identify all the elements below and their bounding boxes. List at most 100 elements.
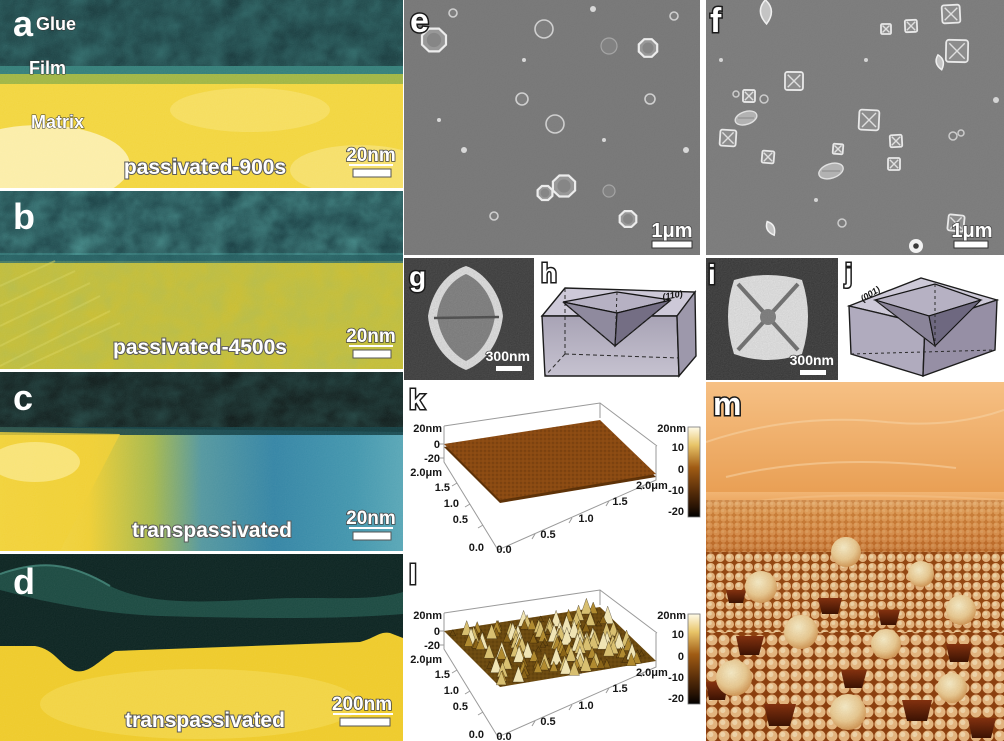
svg-text:10: 10 <box>672 442 684 454</box>
panel-letter: k <box>409 384 425 415</box>
svg-text:-10: -10 <box>668 485 684 497</box>
scale-bar <box>352 349 392 359</box>
panel-b-tem-passivated-4500s: passivated-4500s 20nm b <box>0 191 403 369</box>
panel-c-image: transpassivated 20nm c <box>0 372 403 551</box>
caption: transpassivated <box>132 519 292 542</box>
svg-text:1.5: 1.5 <box>435 482 450 494</box>
scale-bar-label: 1μm <box>651 220 692 242</box>
scale-bar <box>651 240 693 249</box>
afm-plot-l: 20nm 0 -20 2.0μm 1.5 1.0 0.5 0.0 0.0 0.5… <box>408 558 701 741</box>
scale-bar <box>352 168 392 178</box>
svg-text:20nm: 20nm <box>413 423 442 435</box>
panel-letter: b <box>13 196 35 237</box>
z-axis-ticks: 20nm 0 -20 <box>413 610 442 652</box>
hidden-edges <box>850 284 996 355</box>
z-axis-ticks: 20nm 0 -20 <box>413 423 442 465</box>
y-axis-ticks: 2.0μm 1.5 1.0 0.5 0.0 <box>410 467 484 554</box>
scale-bar-label: 20nm <box>346 326 396 347</box>
panel-h-schematic-110-pit: (110) h <box>537 258 704 380</box>
hidden-edges <box>544 288 680 377</box>
caption: transpassivated <box>125 709 285 732</box>
colorbar-ticks: 20nm 10 0 -10 -20 <box>657 423 686 518</box>
label-glue: Glue <box>36 14 76 34</box>
label-film: Film <box>29 58 66 78</box>
svg-text:1.0: 1.0 <box>444 498 459 510</box>
panel-letter: a <box>13 3 34 44</box>
svg-text:2.0μm: 2.0μm <box>410 467 442 479</box>
svg-text:-20: -20 <box>668 506 684 518</box>
panel-j-image: (001) j <box>843 258 1000 378</box>
box-right-face <box>676 289 697 378</box>
svg-text:0.0: 0.0 <box>469 542 484 554</box>
panel-l-afm-plot-rough: 20nm 0 -20 2.0μm 1.5 1.0 0.5 0.0 0.0 0.5… <box>404 557 704 741</box>
x-axis-ticks: 0.0 0.5 1.0 1.5 2.0μm <box>496 480 668 555</box>
svg-text:0: 0 <box>434 439 440 451</box>
panel-i-image: i 300nm <box>706 258 838 380</box>
panel-d-tem-transpassivated: transpassivated 200nm d <box>0 554 403 741</box>
caption: passivated-900s <box>124 156 286 179</box>
svg-text:-20: -20 <box>668 693 684 705</box>
svg-text:-10: -10 <box>668 672 684 684</box>
label-matrix: Matrix <box>31 112 84 132</box>
scale-bar-label: 20nm <box>346 145 396 166</box>
svg-text:0.0: 0.0 <box>496 544 511 555</box>
panel-d-image: transpassivated 200nm d <box>0 554 403 741</box>
panel-letter: g <box>409 261 426 292</box>
axes-frame <box>439 589 658 738</box>
panel-m-image: m <box>706 382 1004 741</box>
panel-b-image: passivated-4500s 20nm b <box>0 191 403 369</box>
panel-letter: j <box>844 258 852 288</box>
scale-bar-label: 200nm <box>332 694 392 715</box>
panel-f-sem: f 1μm <box>706 0 1004 255</box>
colorbar-ticks: 20nm 10 0 -10 -20 <box>657 610 686 705</box>
facet-label: (110) <box>662 289 684 302</box>
svg-text:0.0: 0.0 <box>469 729 484 741</box>
panel-g-tem-particle-110: g 300nm <box>404 258 534 380</box>
svg-text:1.5: 1.5 <box>612 496 627 508</box>
svg-text:1.0: 1.0 <box>578 513 593 525</box>
panel-e-sem: e 1μm <box>404 0 700 255</box>
panel-letter: h <box>541 258 557 288</box>
svg-text:1.5: 1.5 <box>435 669 450 681</box>
svg-text:0.5: 0.5 <box>453 514 468 526</box>
svg-text:0.0: 0.0 <box>496 731 511 741</box>
svg-text:10: 10 <box>672 629 684 641</box>
panel-letter: l <box>409 559 417 590</box>
svg-text:1.0: 1.0 <box>444 685 459 697</box>
panel-g-image: g 300nm <box>404 258 534 380</box>
panel-h-image: (110) h <box>540 258 697 378</box>
svg-text:2.0μm: 2.0μm <box>636 667 668 679</box>
svg-text:-20: -20 <box>424 453 440 465</box>
x-axis-ticks: 0.0 0.5 1.0 1.5 2.0μm <box>496 667 668 741</box>
caption: passivated-4500s <box>113 336 287 359</box>
scale-bar <box>953 240 989 249</box>
svg-text:0: 0 <box>434 626 440 638</box>
svg-text:20nm: 20nm <box>657 423 686 435</box>
panel-f-image: f 1μm <box>706 0 1004 255</box>
scale-underline <box>349 164 393 166</box>
afm-plot-k: 20nm 0 -20 2.0μm 1.5 1.0 0.5 0.0 0.0 0.5… <box>408 383 701 555</box>
colorbar <box>687 613 701 705</box>
sem-particles <box>718 0 999 253</box>
svg-text:-20: -20 <box>424 640 440 652</box>
svg-text:20nm: 20nm <box>657 610 686 622</box>
panel-a-tem-passivated-900s: Glue Film Matrix passivated-900s 20nm a <box>0 0 403 188</box>
svg-text:1.0: 1.0 <box>578 700 593 712</box>
panel-k-afm-plot-flat: 20nm 0 -20 2.0μm 1.5 1.0 0.5 0.0 0.0 0.5… <box>404 382 704 555</box>
scale-bar <box>800 370 826 375</box>
panel-c-tem-transpassivated: transpassivated 20nm c <box>0 372 403 551</box>
panel-i-tem-particle-001: i 300nm <box>706 258 838 380</box>
svg-text:0: 0 <box>678 464 684 476</box>
y-axis-ticks: 2.0μm 1.5 1.0 0.5 0.0 <box>410 654 484 741</box>
scale-bar-label: 20nm <box>346 508 396 529</box>
axes-frame <box>439 402 658 551</box>
panel-letter: c <box>13 377 33 418</box>
svg-text:0.5: 0.5 <box>540 716 555 728</box>
colorbar <box>687 426 701 518</box>
scale-bar-label: 300nm <box>486 348 530 364</box>
scale-bar-label: 1μm <box>951 220 992 242</box>
afm-peaks <box>449 597 645 686</box>
panel-letter: m <box>713 386 741 422</box>
panel-letter: f <box>710 2 722 40</box>
